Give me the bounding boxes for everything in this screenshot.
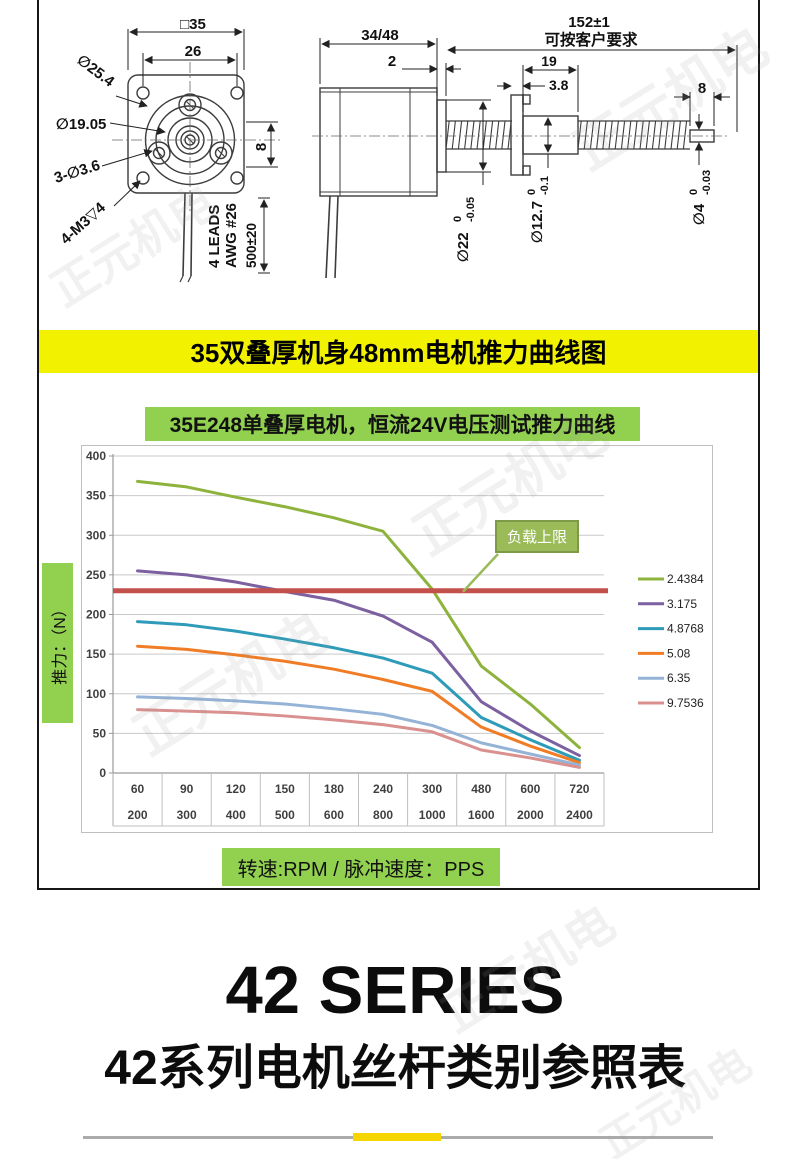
- dim-2: 2: [388, 53, 396, 70]
- x-tick-pps: 300: [177, 808, 197, 822]
- x-tick-rpm: 120: [226, 782, 246, 796]
- side-motor-body: [319, 87, 438, 197]
- dim-34-48: 34/48: [361, 27, 399, 44]
- x-tick-pps: 400: [226, 808, 246, 822]
- legend-label: 5.08: [667, 646, 691, 660]
- x-tick-pps: 800: [373, 808, 393, 822]
- dim-4-m3: 4-M3▽4: [57, 199, 109, 248]
- nut-body: [522, 115, 579, 155]
- legend-label: 2.4384: [667, 572, 704, 586]
- series-3.175: [136, 569, 581, 758]
- dim-3-8: 3.8: [549, 77, 569, 93]
- dim-152: 152±1: [568, 14, 610, 31]
- x-tick-rpm: 720: [569, 782, 589, 796]
- x-tick-rpm: 90: [180, 782, 194, 796]
- y-tick-label: 250: [86, 568, 106, 582]
- front-lead-wires: [182, 192, 193, 277]
- dim-note: 可按客户要求: [544, 30, 638, 49]
- y-tick-label: 400: [86, 449, 106, 463]
- series-heading: 42 SERIES: [225, 953, 565, 1028]
- leads-label-1: 4 LEADS: [206, 205, 223, 268]
- callout-label: 负载上限: [507, 529, 567, 546]
- front-flange-outline: [127, 74, 245, 194]
- flange-plate: [510, 94, 524, 176]
- y-tick-label: 0: [99, 766, 106, 780]
- x-tick-rpm: 600: [520, 782, 540, 796]
- dim-offset-8: 8: [253, 143, 270, 151]
- legend-label: 4.8768: [667, 622, 704, 636]
- lead-length-label: 500±20: [244, 223, 259, 268]
- y-tick-label: 200: [86, 608, 106, 622]
- x-tick-pps: 2000: [517, 808, 544, 822]
- side-dimensions: [319, 38, 738, 185]
- y-tick-label: 100: [86, 687, 106, 701]
- legend-label: 6.35: [667, 671, 691, 685]
- series-4.8768: [136, 620, 581, 762]
- section-frame: [37, 0, 760, 890]
- chart-title: 35E248单叠厚电机，恒流24V电压测试推力曲线: [145, 407, 640, 441]
- svg-text:∅4: ∅4: [691, 203, 708, 225]
- side-lead-wires: [325, 195, 339, 279]
- x-tick-pps: 1600: [468, 808, 495, 822]
- svg-text:0: 0: [688, 189, 700, 195]
- x-tick-pps: 600: [324, 808, 344, 822]
- svg-text:-0.05: -0.05: [465, 197, 477, 222]
- legend-label: 9.7536: [667, 696, 704, 710]
- x-tick-rpm: 240: [373, 782, 393, 796]
- chart-canvas: 0 50 100 150 200 250 300 350 400 60 90 120 150 180 240…: [86, 449, 704, 827]
- x-tick-pps: 1000: [419, 808, 446, 822]
- svg-text:0: 0: [452, 216, 464, 222]
- motor-technical-drawing: □35 26 ∅25.4 ∅19.05 3-∅3.6 4-M3▽4 8 4 LE…: [52, 14, 738, 283]
- dim-d19-05: ∅19.05: [56, 116, 106, 133]
- svg-text:-0.03: -0.03: [701, 170, 713, 195]
- series-9.7536: [136, 708, 581, 769]
- series-2.4384: [136, 479, 581, 750]
- dim-d25-4: ∅25.4: [74, 52, 118, 91]
- callout-box: [495, 520, 579, 553]
- dim-square-35: □35: [180, 16, 206, 33]
- svg-text:∅12.7: ∅12.7: [529, 201, 546, 243]
- dim-tip-8: 8: [698, 80, 706, 97]
- x-tick-pps: 2400: [566, 808, 593, 822]
- x-tick-rpm: 300: [422, 782, 442, 796]
- thrust-curve-chart: 0 50 100 150 200 250 300 350 400 60 90 120 150 180 240…: [81, 445, 713, 833]
- dim-d22: ∅22 0 -0.05: [452, 197, 477, 262]
- series-subheading: 42系列电机丝杆类别参照表: [104, 1042, 686, 1095]
- x-tick-rpm: 60: [131, 782, 145, 796]
- y-tick-label: 350: [86, 489, 106, 503]
- series-5.08: [136, 644, 581, 765]
- y-tick-label: 150: [86, 647, 106, 661]
- x-tick-rpm: 150: [275, 782, 295, 796]
- dim-26: 26: [185, 43, 202, 60]
- dim-d4: ∅4 0 -0.03: [688, 170, 713, 225]
- callout-leader: [462, 553, 499, 593]
- front-dimensions: [101, 27, 278, 274]
- front-centerlines: [112, 62, 282, 212]
- svg-text:∅22: ∅22: [455, 232, 472, 262]
- x-tick-rpm: 180: [324, 782, 344, 796]
- dim-19: 19: [541, 53, 557, 69]
- leads-label-2: AWG #26: [223, 203, 240, 268]
- svg-text:-0.1: -0.1: [539, 176, 551, 195]
- side-view: [319, 87, 715, 279]
- chart-y-axis-title: 推力：（N）: [42, 563, 73, 723]
- chart-x-axis-title: 转速:RPM / 脉冲速度：PPS: [222, 848, 500, 886]
- section-banner: 35双叠厚机身48mm电机推力曲线图: [39, 330, 758, 373]
- x-tick-rpm: 480: [471, 782, 491, 796]
- x-tick-pps: 200: [128, 808, 148, 822]
- section-divider-accent: [353, 1133, 441, 1141]
- side-dimension-labels: 34/48 2 152±1 可按客户要求 19 3.8 8 ∅22 0 -0.0…: [361, 14, 713, 262]
- x-tick-pps: 500: [275, 808, 295, 822]
- banner-text: 35双叠厚机身48mm电机推力曲线图: [190, 338, 607, 368]
- series-6.35: [136, 695, 581, 767]
- legend-label: 3.175: [667, 597, 697, 611]
- y-tick-label: 300: [86, 528, 106, 542]
- dim-3-d3-6: 3-∅3.6: [52, 157, 102, 187]
- svg-text:0: 0: [526, 189, 538, 195]
- y-tick-label: 50: [93, 726, 107, 740]
- dim-d12-7: ∅12.7 0 -0.1: [526, 176, 551, 243]
